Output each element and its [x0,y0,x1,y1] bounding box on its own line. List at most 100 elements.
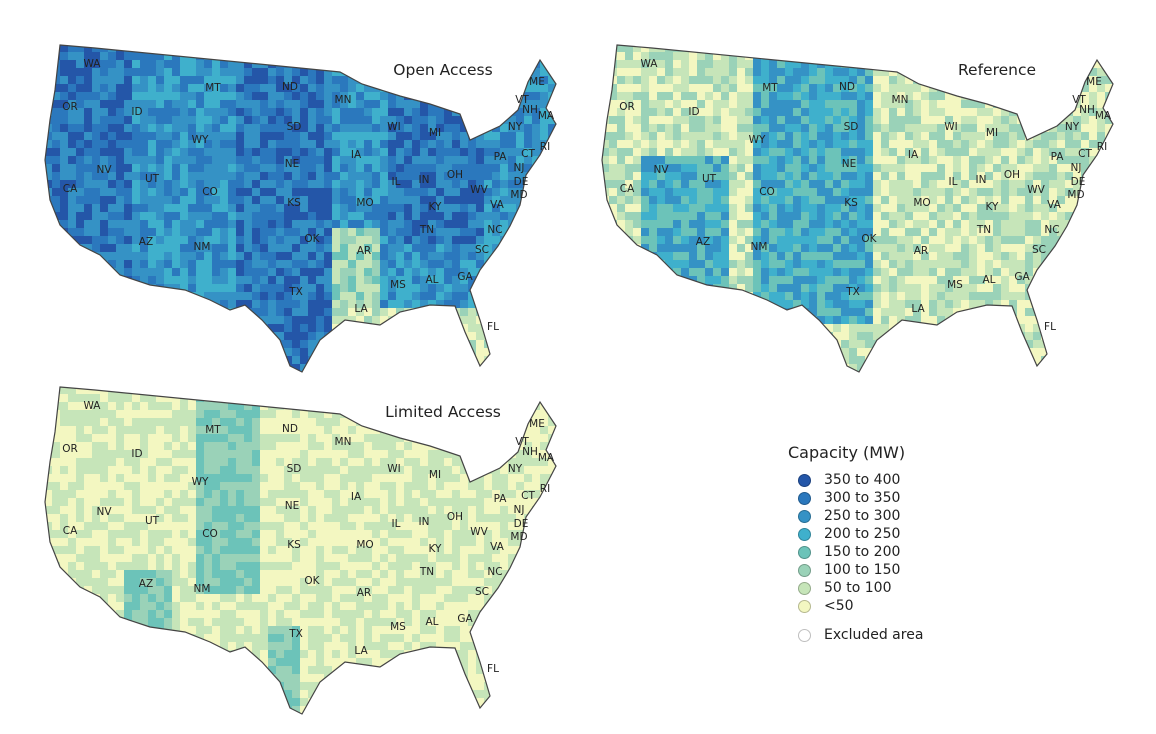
capacity-cell [500,220,508,228]
capacity-cell [500,300,508,308]
capacity-cell [921,316,929,324]
capacity-cell [148,268,156,276]
capacity-cell [444,356,452,364]
capacity-cell [793,196,801,204]
capacity-cell [825,172,833,180]
capacity-cell [268,84,276,92]
capacity-cell [625,76,633,84]
capacity-cell [841,116,849,124]
capacity-cell [913,45,921,52]
capacity-cell [100,124,108,132]
capacity-cell [1017,124,1025,132]
capacity-cell [737,228,745,236]
capacity-cell [785,76,793,84]
state-label: IA [351,149,362,161]
capacity-cell [953,236,961,244]
capacity-cell [753,60,761,68]
capacity-cell [172,124,180,132]
capacity-cell [452,156,460,164]
capacity-cell [292,364,300,372]
capacity-cell [300,188,308,196]
capacity-cell [641,284,649,292]
capacity-cell [937,76,945,84]
capacity-cell [937,45,945,52]
capacity-cell [332,364,340,372]
capacity-cell [60,276,68,284]
capacity-cell [84,268,92,276]
capacity-cell [268,108,276,116]
capacity-cell [825,308,833,316]
capacity-cell [76,156,84,164]
capacity-cell [777,372,785,380]
capacity-cell [172,308,180,316]
capacity-cell [602,164,609,172]
capacity-cell [308,228,316,236]
capacity-cell [420,348,428,356]
capacity-cell [220,196,228,204]
capacity-cell [412,284,420,292]
capacity-cell [412,332,420,340]
capacity-cell [977,52,985,60]
capacity-cell [276,180,284,188]
capacity-cell [524,372,532,380]
capacity-cell [649,140,657,148]
capacity-cell [92,364,100,372]
capacity-cell [196,180,204,188]
capacity-cell [436,268,444,276]
capacity-cell [977,172,985,180]
capacity-cell [777,100,785,108]
capacity-cell [508,196,516,204]
capacity-cell [452,92,460,100]
capacity-cell [140,236,148,244]
capacity-cell [540,45,548,52]
capacity-cell [897,164,905,172]
capacity-cell [961,140,969,148]
capacity-cell [609,228,617,236]
capacity-cell [364,140,372,148]
capacity-cell [985,92,993,100]
capacity-cell [292,316,300,324]
capacity-cell [977,300,985,308]
capacity-cell [284,116,292,124]
capacity-cell [769,68,777,76]
capacity-cell [617,52,625,60]
capacity-cell [420,252,428,260]
capacity-cell [428,332,436,340]
capacity-cell [380,308,388,316]
capacity-cell [204,180,212,188]
capacity-cell [556,260,564,268]
capacity-cell [713,236,721,244]
capacity-cell [753,364,761,372]
capacity-cell [140,84,148,92]
capacity-cell [516,364,524,372]
capacity-cell [761,108,769,116]
capacity-cell [857,164,865,172]
capacity-cell [196,60,204,68]
capacity-cell [873,324,881,332]
capacity-cell [140,292,148,300]
capacity-cell [308,188,316,196]
capacity-cell [516,68,524,76]
capacity-cell [953,268,961,276]
capacity-cell [172,300,180,308]
capacity-cell [412,244,420,252]
capacity-cell [500,140,508,148]
capacity-cell [881,84,889,92]
capacity-cell [721,316,729,324]
capacity-cell [665,124,673,132]
capacity-cell [969,244,977,252]
capacity-cell [761,76,769,84]
capacity-cell [977,324,985,332]
capacity-cell [817,204,825,212]
capacity-cell [348,116,356,124]
capacity-cell [124,300,132,308]
capacity-cell [356,188,364,196]
capacity-cell [220,52,228,60]
capacity-cell [865,45,873,52]
capacity-cell [124,156,132,164]
capacity-cell [460,148,468,156]
capacity-cell [460,140,468,148]
capacity-cell [833,132,841,140]
capacity-cell [276,356,284,364]
capacity-cell [412,116,420,124]
